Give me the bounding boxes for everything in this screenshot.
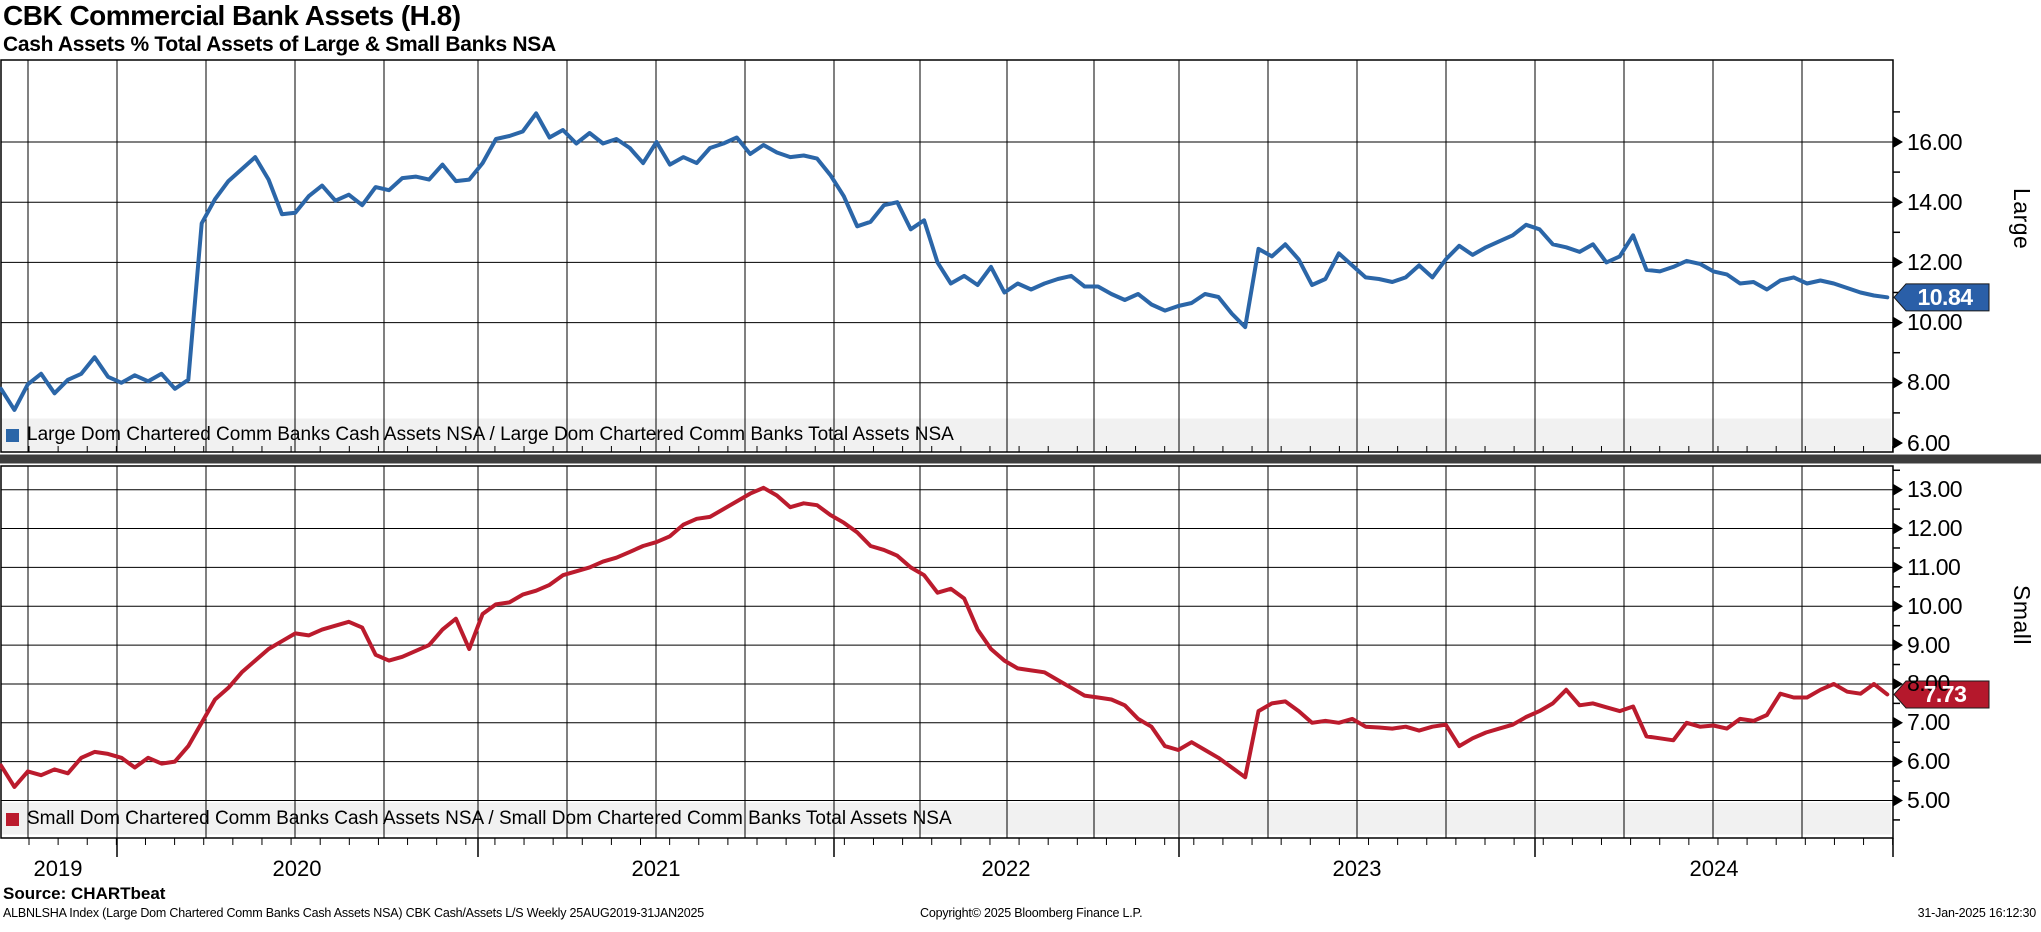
y-major-tick-arrow bbox=[1893, 376, 1903, 389]
y-major-tick-arrow bbox=[1893, 755, 1903, 768]
y-major-tick-arrow bbox=[1893, 600, 1903, 613]
panel-separator bbox=[0, 454, 2041, 464]
y-major-tick-arrow bbox=[1893, 437, 1903, 449]
last-value-badge-large: 10.84 bbox=[1917, 283, 1973, 310]
right-axis-title-small: Small bbox=[2009, 585, 2035, 646]
year-label: 2021 bbox=[631, 856, 681, 881]
y-major-tick-arrow bbox=[1893, 639, 1903, 652]
legend-large: Large Dom Chartered Comm Banks Cash Asse… bbox=[6, 421, 1886, 449]
y-major-tick-arrow bbox=[1893, 716, 1903, 729]
page-title: CBK Commercial Bank Assets (H.8) bbox=[3, 0, 461, 31]
last-value-badge-small: 7.73 bbox=[1923, 680, 1967, 707]
y-major-tick-arrow bbox=[1893, 794, 1903, 807]
legend-small: Small Dom Chartered Comm Banks Cash Asse… bbox=[6, 805, 1886, 833]
y-major-tick-arrow bbox=[1893, 561, 1903, 574]
timestamp-label: 31-Jan-2025 16:12:30 bbox=[1917, 906, 2037, 920]
ytick-label: 16.00 bbox=[1907, 128, 1963, 155]
ytick-label: 6.00 bbox=[1907, 429, 1950, 456]
ytick-label: 9.00 bbox=[1907, 631, 1950, 658]
bottom-panel-frame bbox=[0, 465, 1894, 839]
legend-small-label: Small Dom Chartered Comm Banks Cash Asse… bbox=[27, 808, 952, 829]
ytick-label: 12.00 bbox=[1907, 248, 1963, 275]
ytick-label: 8.00 bbox=[1907, 369, 1950, 396]
small-series-swatch-icon bbox=[6, 812, 19, 826]
ytick-label: 7.00 bbox=[1907, 709, 1950, 736]
ytick-label: 8.00 bbox=[1907, 670, 1950, 697]
large-series-swatch-icon bbox=[6, 428, 19, 442]
small-series-line bbox=[0, 485, 1890, 789]
year-label: 2020 bbox=[272, 856, 322, 881]
y-major-tick-arrow bbox=[1893, 483, 1903, 496]
legend-large-label: Large Dom Chartered Comm Banks Cash Asse… bbox=[27, 424, 954, 445]
y-major-tick-arrow bbox=[1893, 136, 1903, 148]
y-major-tick-arrow bbox=[1893, 256, 1903, 269]
right-axis-title-large: Large bbox=[2009, 188, 2035, 250]
year-label: 2022 bbox=[981, 856, 1031, 881]
ytick-label: 12.00 bbox=[1907, 515, 1963, 542]
ytick-label: 11.00 bbox=[1907, 553, 1961, 580]
index-description: ALBNLSHA Index (Large Dom Chartered Comm… bbox=[3, 906, 705, 920]
year-label: 2023 bbox=[1332, 856, 1382, 881]
y-major-tick-arrow bbox=[1893, 196, 1903, 209]
ytick-label: 10.00 bbox=[1907, 309, 1963, 336]
badge-shape-large bbox=[1893, 283, 1990, 312]
y-major-tick-arrow bbox=[1893, 316, 1903, 329]
ytick-label: 13.00 bbox=[1907, 476, 1963, 503]
year-label: 2019 bbox=[33, 856, 83, 881]
legend-strip-large bbox=[1, 418, 1891, 451]
top-panel-frame bbox=[0, 59, 1894, 453]
ytick-label: 10.00 bbox=[1907, 592, 1963, 619]
badge-shape-small bbox=[1893, 680, 1990, 709]
legend-strip-small bbox=[1, 802, 1891, 835]
large-series-line bbox=[0, 111, 1890, 412]
ytick-label: 5.00 bbox=[1907, 787, 1950, 813]
y-major-tick-arrow bbox=[1893, 522, 1903, 535]
ytick-label: 14.00 bbox=[1907, 188, 1963, 215]
y-major-tick-arrow bbox=[1893, 677, 1903, 690]
ytick-label: 6.00 bbox=[1907, 748, 1950, 775]
source-label: Source: CHARTbeat bbox=[3, 884, 166, 903]
year-label: 2024 bbox=[1689, 856, 1739, 881]
copyright-label: Copyright© 2025 Bloomberg Finance L.P. bbox=[920, 906, 1143, 920]
chart-subtitle: Cash Assets % Total Assets of Large & Sm… bbox=[3, 33, 556, 56]
